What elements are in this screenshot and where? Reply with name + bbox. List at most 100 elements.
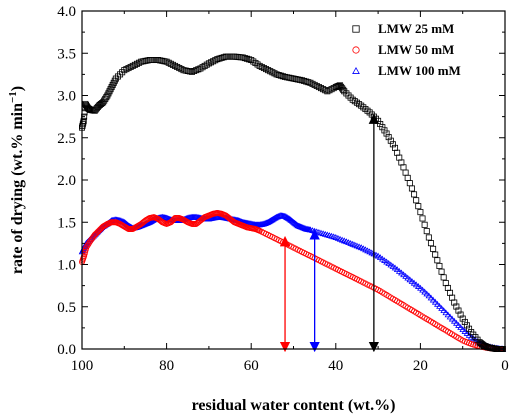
data-point [265,67,272,74]
data-point [205,60,212,67]
data-point [389,141,396,148]
x-axis-title: residual water content (wt.%) [192,397,396,414]
data-point [311,81,318,88]
data-point [455,307,462,314]
data-point [356,101,363,108]
data-point [341,88,348,95]
x-tick-label: 60 [244,358,259,374]
data-point [343,90,350,97]
data-point [466,325,473,332]
y-tick-label: 2.5 [57,131,76,147]
data-point [459,326,466,333]
data-point [440,274,447,281]
annotation-layer [279,113,380,353]
data-point [182,67,189,74]
data-point [322,87,329,94]
data-point [208,59,215,66]
data-point [157,57,164,64]
data-point [362,106,369,113]
data-point [436,262,443,269]
data-point [457,324,464,330]
data-point [188,68,195,75]
data-point [246,56,253,63]
data-point [169,61,176,68]
data-point [305,79,312,86]
data-point [282,73,289,80]
data-point [394,149,401,156]
data-point [144,57,151,64]
y-axis-title-superscript: −1 [7,91,19,103]
data-point [421,288,428,295]
data-point [271,70,278,77]
data-point [434,257,441,264]
data-point [114,73,121,80]
data-point [109,81,116,88]
y-tick-label: 4.0 [57,4,76,20]
data-point [110,79,117,86]
data-point [212,57,219,64]
data-point [427,294,435,301]
data-point [345,92,352,99]
data-point [256,62,263,69]
data-point [381,127,388,134]
data-point [292,76,299,83]
data-point [301,77,308,84]
data-point [127,63,134,70]
data-point [457,311,464,318]
data-point [385,134,392,141]
data-point [167,219,174,226]
data-point [290,75,297,82]
data-point [131,61,138,68]
y-tick-label: 0.0 [57,342,76,358]
data-point [453,303,460,310]
data-point [267,68,274,75]
data-point [446,313,454,320]
data-point [159,57,166,64]
data-point [161,58,168,65]
data-point [463,322,470,329]
data-point [364,107,371,114]
data-point [442,280,449,287]
data-point [286,74,293,81]
data-point [216,55,223,62]
data-point [326,87,333,94]
data-point [112,75,119,82]
data-point [296,76,303,83]
data-point [165,59,172,66]
data-point [195,66,202,73]
data-point [444,311,452,318]
data-point [155,57,162,64]
data-point [258,63,265,70]
data-point [186,68,193,75]
data-point [417,209,424,216]
data-point [449,294,456,301]
y-tick-label: 1.0 [57,258,76,274]
data-point [307,79,314,86]
data-point [125,65,132,72]
data-point [383,130,390,137]
data-point [320,86,327,93]
data-point [453,319,460,326]
data-point [377,121,384,128]
data-point [315,84,322,91]
data-point [404,174,411,181]
data-point [94,228,101,235]
data-point [429,296,437,303]
tick-layer: 100 80 60 40 20 0 0.0 0.5 1.0 1.5 2.0 2.5 3.0 3.5 4.0 [57,4,509,374]
data-point [79,121,86,128]
data-point [419,215,426,222]
data-point [275,72,282,79]
data-point [193,67,200,74]
x-tick-label: 80 [159,358,174,374]
data-point [415,203,422,210]
data-point [168,218,175,225]
data-point [334,83,341,90]
data-point [101,97,108,104]
data-point [434,300,441,307]
data-point [284,74,291,81]
data-point [419,286,426,293]
data-point [444,284,451,291]
data-point [180,67,187,74]
data-point [324,88,331,95]
